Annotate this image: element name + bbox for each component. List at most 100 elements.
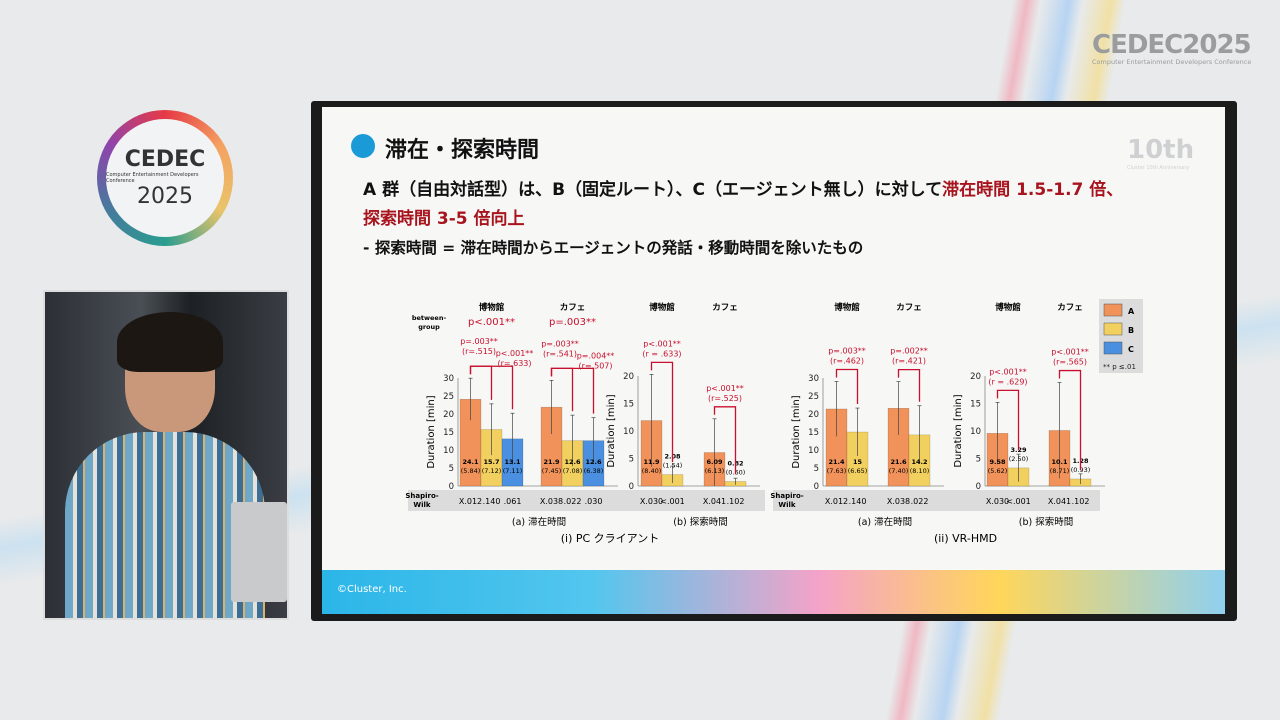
shapiro-value: .061 [504,497,522,506]
speaker-video [43,290,289,620]
subchart-caption: (a) 滞在時間 [512,516,566,528]
comparison-p: p<.001** [1051,348,1089,357]
between-group-p: p<.001** [468,317,515,328]
y-tick-label: 30 [808,374,819,384]
y-tick-label: 20 [623,372,634,382]
comparison-bracket [835,368,859,405]
bar-mean-label: 11.9 [643,458,660,466]
comparison-r: (r=.525) [708,394,742,403]
y-tick-label: 10 [808,446,819,456]
bar-sd-label: (5.84) [461,467,481,475]
shapiro-value: <.001 [1006,497,1031,506]
definition-note: - 探索時間 = 滞在時間からエージェントの発話・移動時間を除いたもの [363,239,864,257]
comparison-r: (r=.462) [830,356,864,365]
comparison-r: (r=.515) [462,347,496,356]
legend-note: ** p ≤.01 [1103,363,1136,371]
bar-mean-label: 21.4 [828,458,845,466]
shapiro-value: X.038 [887,497,910,506]
shapiro-value: X.012 [825,497,848,506]
logo-tagline: Computer Entertainment Developers Confer… [1092,58,1252,66]
shapiro-value: .140 [849,497,867,506]
comparison-bracket [897,368,921,402]
shapiro-value: X.012 [459,497,482,506]
shapiro-label: Shapiro- [405,492,438,500]
bar-mean-label: 13.1 [504,458,521,466]
anniversary-text: Cluster 10th Anniversary [1127,165,1190,171]
logo-name: CEDEC2025 [1092,30,1252,60]
comparison-p: p<.001** [989,367,1027,376]
slide-banner [322,570,1225,614]
y-tick-label: 15 [623,400,634,410]
bar-sd-label: (6.65) [848,467,868,475]
badge-top: CEDEC [124,147,206,172]
legend-label: A [1128,307,1135,316]
shapiro-value: X.038 [540,497,563,506]
between-group-label: between- [412,314,447,322]
group-label: カフェ [896,303,922,313]
shapiro-value: .102 [1072,497,1090,506]
y-tick-label: 25 [808,392,819,402]
title-bullet-icon [351,134,375,158]
y-tick-label: 15 [970,400,981,410]
device-title: (i) PC クライアント [561,532,660,545]
shapiro-value: X.030 [640,497,663,506]
bar-sd-label: (7.08) [563,467,583,475]
shapiro-value: .102 [727,497,745,506]
group-label: 博物館 [479,302,505,313]
bar-mean-label: 10.1 [1051,458,1068,466]
bar-mean-label: 14.2 [911,458,927,466]
y-axis-label: Duration [min] [953,394,964,467]
comparison-bracket [650,361,674,463]
subchart-caption: (a) 滞在時間 [858,516,912,528]
bar-sd-label: (6.38) [584,467,604,475]
shapiro-value: X.041 [1048,497,1071,506]
shapiro-band [773,490,1100,511]
comparison-r: (r=.541) [543,349,577,358]
y-tick-label: 0 [629,482,634,492]
legend-label: C [1128,345,1134,354]
badge-tagline: Computer Entertainment Developers Confer… [106,172,199,184]
comparison-p: p<.001** [706,384,744,393]
y-tick-label: 5 [814,464,819,474]
shapiro-band [408,490,765,511]
shapiro-value: .022 [564,497,582,506]
comparison-p: p=.002** [890,347,928,356]
copyright: ©Cluster, Inc. [337,584,407,595]
shapiro-value: <.001 [660,497,685,506]
badge-bottom: 2025 [137,184,193,209]
y-axis-label: Duration [min] [426,395,437,468]
anniversary-mark: 10th [1127,135,1195,165]
summary-text: A 群（自由対話型）は、B（固定ルート）、C（エージェント無し）に対して [363,180,943,200]
comparison-p: p=.003** [460,337,498,346]
comparison-r: (r = .629) [988,377,1027,386]
y-tick-label: 0 [814,482,819,492]
y-tick-label: 10 [443,446,454,456]
shapiro-value: .030 [585,497,603,506]
comparison-p: p=.003** [828,346,866,355]
y-tick-label: 5 [629,455,634,465]
bar-sd-label: (7.63) [827,467,847,475]
comparison-bracket [1058,369,1082,470]
y-tick-label: 20 [808,410,819,420]
summary-line-1: A 群（自由対話型）は、B（固定ルート）、C（エージェント無し）に対して滞在時間… [363,175,1123,200]
group-label: カフェ [560,303,586,313]
cedec-badge-logo: CEDEC Computer Entertainment Developers … [97,110,233,246]
bar-sd-label: (7.45) [542,467,562,475]
y-tick-label: 10 [623,427,634,437]
laptop [231,502,287,602]
comparison-bracket [996,389,1020,451]
subchart-caption: (b) 探索時間 [673,516,727,528]
legend-swatch-A [1103,303,1123,317]
comparison-p: p=.003** [541,339,579,348]
group-label: 博物館 [834,302,860,313]
comparison-bracket [469,365,493,400]
bar-sd-label: (6.13) [705,467,725,475]
summary-highlight: 滞在時間 1.5-1.7 倍、 [942,180,1124,200]
subchart-caption: (b) 探索時間 [1019,516,1073,528]
bar-mean-label: 12.6 [585,458,602,466]
bar-sd-label: (7.12) [482,467,502,475]
bar-mean-label: 21.6 [890,458,907,466]
y-tick-label: 25 [443,392,454,402]
shapiro-value: .140 [483,497,501,506]
